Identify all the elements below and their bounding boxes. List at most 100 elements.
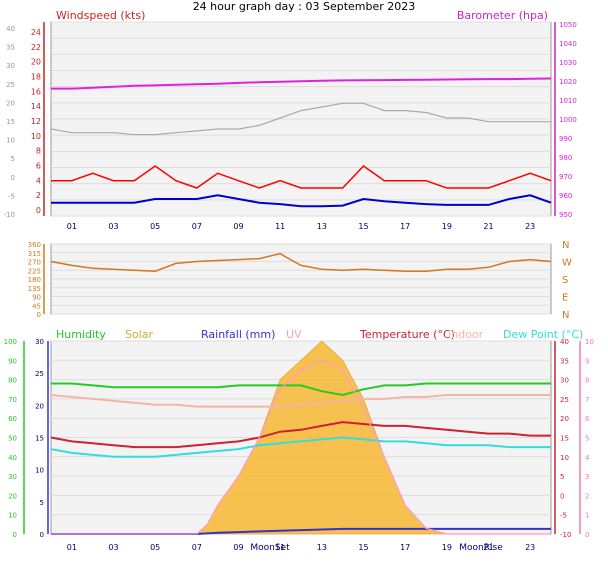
x-tick-label: 05 <box>150 543 160 552</box>
rain-tick-label: 10 <box>35 467 44 475</box>
humidity-tick-label: 0 <box>13 531 17 539</box>
uv-tick-label: 0 <box>585 531 589 539</box>
winddir-tick-label: 360 <box>28 241 41 249</box>
baro-tick-label: 990 <box>559 135 572 143</box>
rain-tick-label: 30 <box>35 338 44 346</box>
x-tick-label: 03 <box>108 222 118 231</box>
winddir-tick-label: 225 <box>28 267 41 275</box>
graph-title: 24 hour graph day : 03 September 2023 <box>193 0 416 13</box>
humidity-tick-label: 70 <box>8 396 17 404</box>
moonrise-label: MoonRise <box>459 543 503 553</box>
wind-secondary-tick-label: 25 <box>6 81 15 89</box>
x-tick-label: 07 <box>192 222 202 231</box>
baro-tick-label: 1000 <box>559 116 577 124</box>
baro-tick-label: 970 <box>559 173 572 181</box>
windspeed-title: Windspeed (kts) <box>56 9 145 22</box>
humidity-tick-label: 40 <box>8 454 17 462</box>
rain-tick-label: 0 <box>40 531 44 539</box>
wind-tick-label: 8 <box>36 147 41 156</box>
uv-tick-label: 1 <box>585 512 589 520</box>
wind-secondary-tick-label: 20 <box>6 99 15 107</box>
wind-secondary-tick-label: 0 <box>11 174 15 182</box>
humidity-tick-label: 20 <box>8 492 17 500</box>
wind-tick-label: 18 <box>31 73 41 82</box>
barometer-title: Barometer (hpa) <box>457 9 548 22</box>
legend-humidity: Humidity <box>56 328 106 341</box>
legend-temperature: Temperature (°C) <box>359 328 455 341</box>
x-tick-label: 09 <box>233 543 243 552</box>
baro-tick-label: 1010 <box>559 97 577 105</box>
uv-tick-label: 10 <box>585 338 594 346</box>
temp-tick-label: 20 <box>560 415 569 423</box>
wind-secondary-tick-label: -10 <box>4 211 15 219</box>
x-tick-label: 07 <box>192 543 202 552</box>
winddir-tick-label: 315 <box>28 250 41 258</box>
baro-tick-label: 980 <box>559 154 572 162</box>
humidity-series-line <box>51 382 551 397</box>
wind-tick-label: 20 <box>31 58 41 67</box>
compass-tick-label: S <box>562 275 568 286</box>
wind-tick-label: 14 <box>31 102 41 111</box>
chart-marks: 2422201816141210864204035302520151050-5-… <box>4 21 594 552</box>
temp-tick-label: 5 <box>560 473 564 481</box>
temp-tick-label: 0 <box>560 492 564 500</box>
uv-tick-label: 6 <box>585 415 590 423</box>
x-tick-label: 17 <box>400 222 410 231</box>
moonset-label: MoonSet <box>250 543 290 553</box>
winddir-tick-label: 90 <box>32 294 41 302</box>
x-tick-label: 05 <box>150 222 160 231</box>
x-tick-label: 19 <box>442 222 452 231</box>
humidity-tick-label: 100 <box>4 338 17 346</box>
x-tick-label: 23 <box>525 543 535 552</box>
x-tick-label: 11 <box>275 543 285 552</box>
wind-tick-label: 10 <box>31 132 41 141</box>
x-tick-label: 17 <box>400 543 410 552</box>
winddir-tick-label: 135 <box>28 285 41 293</box>
x-tick-label: 01 <box>67 543 77 552</box>
legend-dewpoint: Dew Point (°C) <box>503 328 583 341</box>
uv-tick-label: 3 <box>585 473 589 481</box>
humidity-tick-label: 30 <box>8 473 17 481</box>
compass-tick-label: N <box>562 310 569 321</box>
rain-tick-label: 15 <box>35 435 44 443</box>
rain-tick-label: 5 <box>40 499 44 507</box>
x-tick-label: 21 <box>483 543 493 552</box>
winddir-tick-label: 0 <box>37 311 41 319</box>
wind-tick-label: 22 <box>31 43 41 52</box>
indoor-series-line <box>50 394 551 408</box>
wind-secondary-tick-label: -5 <box>8 192 15 200</box>
baro-tick-label: 1030 <box>559 59 577 67</box>
wind-tick-label: 4 <box>36 176 41 185</box>
temp-tick-label: 40 <box>560 338 569 346</box>
winddir-tick-label: 180 <box>28 276 41 284</box>
winddir-tick-label: 45 <box>32 302 41 310</box>
wind-tick-label: 12 <box>31 117 41 126</box>
x-tick-label: 15 <box>358 543 368 552</box>
x-tick-label: 09 <box>233 222 243 231</box>
rain-tick-label: 20 <box>35 402 44 410</box>
temp-tick-label: -5 <box>560 512 567 520</box>
temp-tick-label: 10 <box>560 454 569 462</box>
humidity-tick-label: 80 <box>8 377 17 385</box>
wind-secondary-tick-label: 40 <box>6 25 15 33</box>
x-tick-label: 13 <box>317 222 327 231</box>
wind-secondary-tick-label: 15 <box>6 118 15 126</box>
wind-tick-label: 0 <box>36 206 41 215</box>
wind-barometer-panel: Windspeed (kts) Barometer (hpa) <box>43 9 556 217</box>
rain-tick-label: 25 <box>35 370 44 378</box>
legend-uv: UV <box>286 328 302 341</box>
x-tick-label: 23 <box>525 222 535 231</box>
temp-tick-label: 30 <box>560 377 569 385</box>
baro-tick-label: 960 <box>559 192 572 200</box>
uv-tick-label: 5 <box>585 435 589 443</box>
wind-tick-label: 24 <box>31 28 41 37</box>
barometer-series-line <box>51 77 552 90</box>
baro-tick-label: 1050 <box>559 21 577 29</box>
x-tick-label: 01 <box>67 222 77 231</box>
gust-series-line <box>51 165 552 189</box>
uv-tick-label: 7 <box>585 396 589 404</box>
uv-tick-label: 9 <box>585 357 589 365</box>
legend-indoor: Indoor <box>448 328 484 341</box>
temp-tick-label: 15 <box>560 435 569 443</box>
